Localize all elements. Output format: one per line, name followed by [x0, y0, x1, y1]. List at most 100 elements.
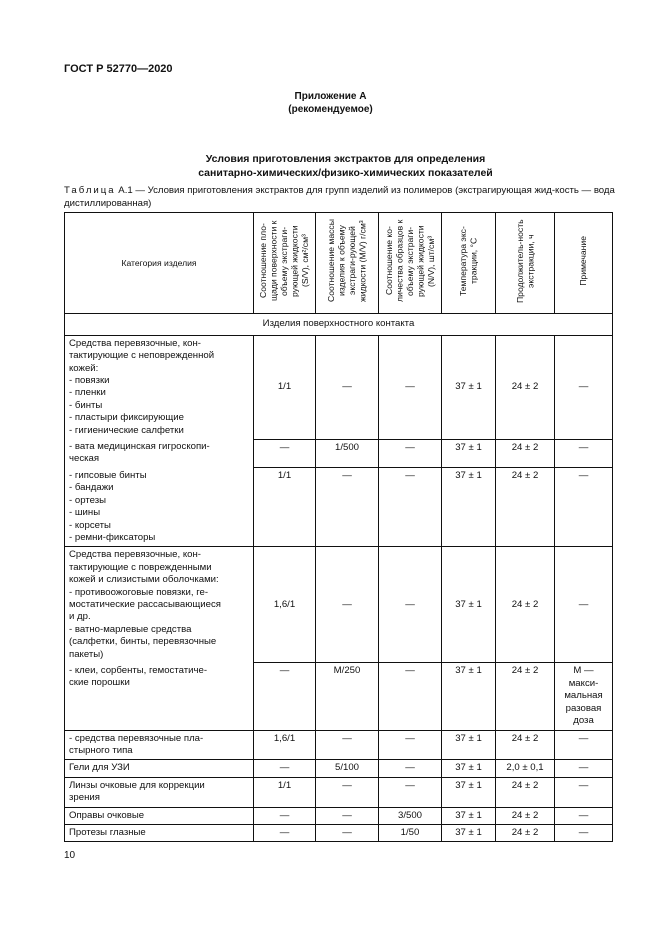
table-row: - клеи, сорбенты, гемостатиче-ские порош…: [64, 662, 613, 731]
category-cell: - вата медицинская гигроскопи-ческая: [64, 439, 254, 468]
category-line: и др.: [69, 611, 91, 623]
nv-ratio-cell: 3/500: [378, 806, 442, 825]
category-line: - пластыри фиксирующие: [69, 412, 184, 424]
category-line: кожей и слизистыми оболочками:: [69, 574, 219, 586]
column-header-label: Соотношение массы изделия к объему экстр…: [326, 219, 368, 303]
category-line: - бандажи: [69, 482, 114, 494]
category-line: Протезы глазные: [69, 826, 146, 838]
sv-ratio-cell: 1,6/1: [253, 546, 316, 664]
category-line: (салфетки, бинты, перевязочные: [69, 636, 217, 648]
table-row: Линзы очковые для коррекции зрения 1/1— —37…: [64, 776, 613, 808]
column-header: Соотношение массы изделия к объему экстр…: [315, 211, 379, 315]
category-cell: Средства перевязочные, кон-тактирующие с…: [64, 334, 254, 440]
category-line: - шины: [69, 507, 101, 519]
column-header: Категория изделия: [64, 211, 254, 315]
conditions-table: Категория изделия Соотношение пло-щади п…: [64, 211, 613, 843]
note-cell: —: [554, 729, 613, 761]
mv-ratio-cell: —: [315, 467, 379, 548]
category-line: - бинты: [69, 399, 103, 411]
section-title: Условия приготовления экстрактов для опр…: [0, 152, 661, 180]
note-cell: —: [554, 546, 613, 664]
duration-cell: 24 ± 2: [495, 806, 555, 825]
table-row: - средства перевязочные пла-стырного тип…: [64, 729, 613, 761]
category-cell: - гипсовые бинты - бандажи - ортезы - шины -…: [64, 467, 254, 548]
category-line: тактирующие с неповрежденной: [69, 350, 215, 362]
mv-ratio-cell: —: [315, 729, 379, 761]
sv-ratio-cell: —: [253, 759, 316, 778]
section-label: Изделия поверхностного контакта: [64, 313, 613, 336]
column-header-label: Примечание: [578, 236, 589, 286]
note-cell: —: [554, 759, 613, 778]
sv-ratio-cell: —: [253, 662, 316, 731]
table-header-row: Категория изделия Соотношение пло-щади п…: [64, 211, 613, 315]
nv-ratio-cell: —: [378, 438, 442, 469]
title-line: Условия приготовления экстрактов для опр…: [205, 153, 486, 165]
temperature-cell: 37 ± 1: [441, 662, 496, 731]
table-row: Гели для УЗИ —5/100—37 ± 1 2,0 ± 0,1—: [64, 759, 613, 778]
mv-ratio-cell: —: [315, 334, 379, 440]
table-row: Средства перевязочные, кон-тактирующие с…: [64, 546, 613, 664]
duration-cell: 24 ± 2: [495, 438, 555, 469]
nv-ratio-cell: —: [378, 546, 442, 664]
sv-ratio-cell: 1,6/1: [253, 729, 316, 761]
duration-cell: 24 ± 2: [495, 467, 555, 548]
page-number: 10: [64, 850, 76, 861]
category-line: Линзы очковые для коррекции: [69, 779, 205, 791]
nv-ratio-cell: —: [378, 776, 442, 808]
column-header: Температура экс-тракции, °С: [441, 211, 496, 315]
category-cell: Протезы глазные: [64, 823, 254, 843]
mv-ratio-cell: —: [315, 806, 379, 825]
category-line: мостатические рассасывающиеся: [69, 598, 221, 610]
category-line: - противоожоговые повязки, ге-: [69, 586, 209, 598]
duration-cell: 24 ± 2: [495, 823, 555, 843]
mv-ratio-cell: —: [315, 776, 379, 808]
mv-ratio-cell: —: [315, 546, 379, 664]
note-cell: —: [554, 467, 613, 548]
temperature-cell: 37 ± 1: [441, 467, 496, 548]
sv-ratio-cell: 1/1: [253, 334, 316, 440]
nv-ratio-cell: —: [378, 729, 442, 761]
mv-ratio-cell: 1/500: [315, 438, 379, 469]
sv-ratio-cell: —: [253, 823, 316, 843]
category-line: - повязки: [69, 375, 110, 387]
duration-cell: 24 ± 2: [495, 334, 555, 440]
note-cell: —: [554, 438, 613, 469]
sv-ratio-cell: 1/1: [253, 467, 316, 548]
category-line: - средства перевязочные пла-: [69, 732, 204, 744]
note-cell: —: [554, 334, 613, 440]
category-cell: - средства перевязочные пла-стырного тип…: [64, 729, 254, 761]
category-cell: Средства перевязочные, кон-тактирующие с…: [64, 546, 254, 663]
temperature-cell: 37 ± 1: [441, 823, 496, 843]
duration-cell: 24 ± 2: [495, 546, 555, 664]
table-row: Оправы очковые — —3/500 37 ± 1 24 ± 2—: [64, 806, 613, 825]
category-cell: Оправы очковые: [64, 806, 254, 825]
document-header: ГОСТ Р 52770—2020: [64, 63, 173, 75]
column-header-label: Соотношение ко-личества образцов к объем…: [383, 219, 436, 303]
category-cell: - клеи, сорбенты, гемостатиче-ские порош…: [64, 662, 254, 731]
nv-ratio-cell: 1/50: [378, 823, 442, 843]
category-line: - ватно-марлевые средства: [69, 623, 192, 635]
annex-heading: Приложение А (рекомендуемое): [0, 90, 661, 116]
caption-label: Таблица: [64, 185, 116, 196]
sv-ratio-cell: 1/1: [253, 776, 316, 808]
category-line: пакеты): [69, 648, 104, 660]
column-header-label: Соотношение пло-щади поверхности к объем…: [258, 220, 311, 302]
category-line: Гели для УЗИ: [69, 762, 130, 774]
table-row: Средства перевязочные, кон-тактирующие с…: [64, 334, 613, 440]
note-cell: —: [554, 823, 613, 843]
category-line: тактирующие с поврежденными: [69, 561, 212, 573]
table-row: - гипсовые бинты - бандажи - ортезы - шины -…: [64, 467, 613, 548]
temperature-cell: 37 ± 1: [441, 806, 496, 825]
category-line: - ремни-фиксаторы: [69, 531, 156, 543]
title-line: санитарно-химических/физико-химических п…: [198, 167, 493, 179]
category-line: - пленки: [69, 387, 106, 399]
category-line: - клеи, сорбенты, гемостатиче-: [69, 664, 208, 676]
category-line: стырного типа: [69, 744, 133, 756]
category-line: Средства перевязочные, кон-: [69, 337, 201, 349]
table-row: - вата медицинская гигроскопи-ческая —1/5…: [64, 438, 613, 469]
category-line: - корсеты: [69, 519, 111, 531]
temperature-cell: 37 ± 1: [441, 776, 496, 808]
column-header: Продолжитель-ность экстракции, ч: [495, 211, 555, 315]
annex-subtitle: (рекомендуемое): [288, 104, 373, 115]
column-header-label: Продолжитель-ность экстракции, ч: [514, 219, 536, 303]
